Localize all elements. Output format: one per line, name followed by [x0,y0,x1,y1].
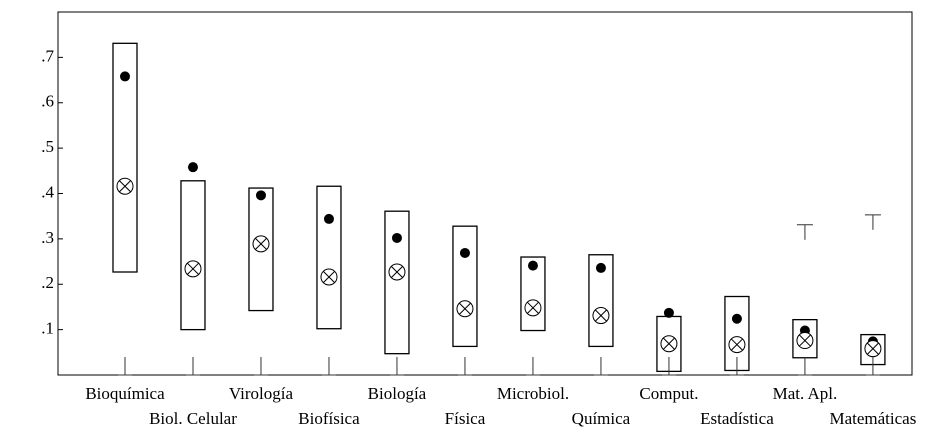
whisker-low [797,357,812,376]
x-tick-label: Microbiol. [497,384,569,403]
box [452,225,478,348]
x-tick-label: Biofísica [298,409,360,428]
whisker-low [185,357,200,376]
median-marker [864,340,882,358]
box [316,185,342,330]
y-tick-label: .1 [41,319,54,338]
x-tick-label: Biol. Celular [149,409,237,428]
whisker-low [729,357,744,376]
y-tick-label: .2 [41,273,54,292]
median-marker [660,335,678,353]
box [520,256,546,332]
x-tick-label: Biología [368,384,427,403]
whisker-low [321,357,336,376]
whisker-low [389,357,404,376]
mean-dot [527,260,538,271]
box [248,187,274,312]
mean-dot [119,71,130,82]
mean-dot [391,232,402,243]
median-marker [728,336,746,354]
y-tick-label: .6 [41,92,54,111]
mean-dot [323,213,334,224]
box [384,210,410,355]
mean-dot [459,247,470,258]
whisker-high [864,214,881,230]
y-tick-label: .3 [41,228,54,247]
x-tick-label: Virología [229,384,294,403]
mean-dot [187,162,198,173]
median-marker [320,268,338,286]
mean-dot [595,262,606,273]
whisker-low [525,357,540,376]
x-tick-label: Química [572,409,631,428]
median-marker [116,177,134,195]
whisker-low [253,357,268,376]
whisker-low [865,357,880,376]
box [180,180,206,331]
y-tick-label: .5 [41,137,54,156]
whisker-high [796,224,813,240]
mean-dot [663,307,674,318]
median-marker [388,263,406,281]
median-marker [592,307,610,325]
whisker-low [457,357,472,376]
x-tick-label: Estadística [700,409,774,428]
x-tick-label: Comput. [639,384,698,403]
x-tick-label: Bioquímica [85,384,165,403]
mean-dot [731,313,742,324]
median-marker [524,299,542,317]
whisker-low [117,357,132,376]
plot-frame [57,11,913,376]
box [112,42,138,273]
y-tick-label: .4 [41,182,54,201]
median-marker [252,235,270,253]
x-tick-label: Mat. Apl. [773,384,838,403]
median-marker [796,332,814,350]
whisker-low [593,357,608,376]
box [588,254,614,348]
y-tick-label: .7 [41,46,54,65]
whisker-low [661,357,676,376]
median-marker [456,300,474,318]
x-tick-label: Matemáticas [829,409,916,428]
median-marker [184,260,202,278]
mean-dot [255,190,266,201]
x-tick-label: Física [445,409,486,428]
